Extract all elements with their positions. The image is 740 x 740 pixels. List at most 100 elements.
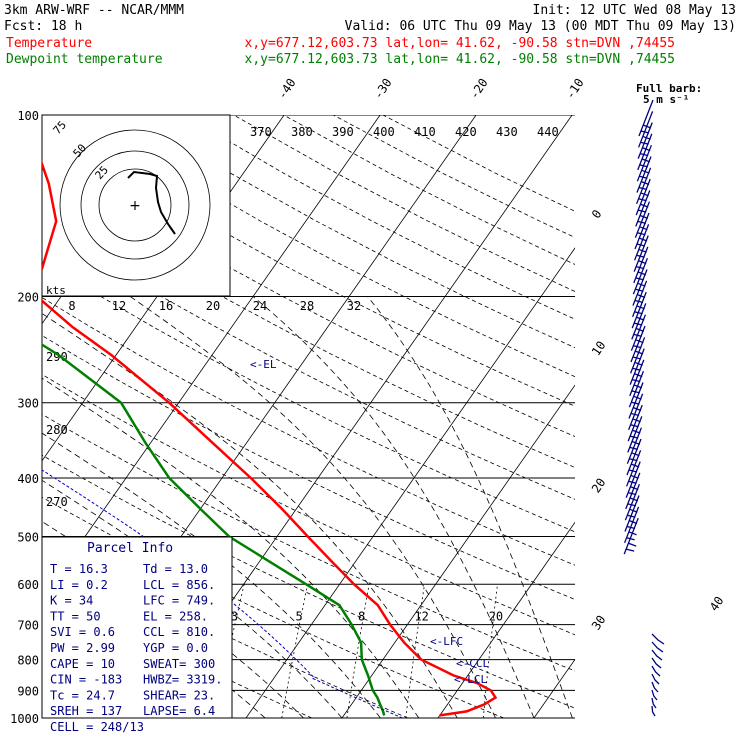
isotherm-label-20: 20 (589, 476, 609, 496)
wind-barb (633, 235, 649, 272)
theta-label-390: 390 (332, 125, 354, 139)
pressure-label-600: 600 (17, 578, 39, 592)
init-time: Init: 12 UTC Wed 08 May 13 (533, 3, 737, 18)
parcel-row-right: SWEAT= 300 (143, 657, 215, 671)
pressure-label-400: 400 (17, 472, 39, 486)
valid-time: Valid: 06 UTC Thu 09 May 13 (00 MDT Thu … (345, 19, 736, 34)
isotherm-line (726, 115, 740, 718)
isotherm-label-40: 40 (707, 594, 727, 614)
hodo-ring-25 (98, 168, 172, 242)
parcel-row-right: LFC = 749. (143, 594, 215, 608)
wind-barb (631, 303, 647, 340)
mixing-ratio-label-12: 12 (414, 610, 428, 624)
theta-label-440: 440 (537, 125, 559, 139)
theta-label-420: 420 (455, 125, 477, 139)
wind-barb (627, 393, 644, 431)
moist-adiabat (42, 479, 343, 718)
parcel-row-right: EL = 258. (143, 609, 208, 623)
wind-barb (634, 212, 650, 250)
parcel-row-left: SREH = 137 (50, 704, 122, 718)
hodo-speed-label-20: 20 (206, 299, 220, 313)
wind-barb (635, 190, 651, 227)
hodo-speed-labels: 8 12 16 20 24 28 32 (68, 299, 361, 313)
theta-label-410: 410 (414, 125, 436, 139)
theta-side-label-270: 270 (46, 495, 68, 509)
parcel-info-title: Parcel Info (87, 541, 173, 556)
wind-barb-low (651, 649, 663, 661)
barb-legend-title: Full barb: (636, 82, 702, 95)
mixing-ratio-label-8: 8 (358, 610, 365, 624)
wind-barb (627, 404, 643, 442)
forecast-hour: Fcst: 18 h (4, 19, 82, 34)
pressure-label-700: 700 (17, 619, 39, 633)
hodo-units-label: kts (46, 284, 66, 297)
wind-barb (624, 495, 640, 532)
theta-side-label-280: 280 (46, 423, 68, 437)
parcel-row-left: CIN = -183 (50, 673, 122, 687)
wind-barb (629, 348, 645, 385)
parcel-row-left: K = 34 (50, 594, 93, 608)
mixing-ratio-line-5 (281, 584, 309, 718)
parcel-row-left: TT = 50 (50, 609, 101, 623)
wind-barb-low (651, 689, 658, 701)
parcel-row-right: YGP = 0.0 (143, 641, 208, 655)
isotherm-line (245, 247, 575, 718)
parcel-row-left: LI = 0.2 (50, 578, 108, 592)
dry-adiabat (183, 115, 575, 320)
pressure-label-100: 100 (17, 109, 39, 123)
wind-barb (625, 461, 641, 498)
pressure-label-900: 900 (17, 684, 39, 698)
wind-barb-low (651, 705, 656, 717)
mixing-ratio-label-20: 20 (489, 610, 503, 624)
dry-adiabat (382, 115, 575, 212)
theta-label-430: 430 (496, 125, 518, 139)
theta-label-400: 400 (373, 125, 395, 139)
ccl-annotation: <-CCL (456, 657, 489, 670)
model-title: 3km ARW-WRF -- NCAR/MMM (4, 3, 184, 18)
isotherm-label--10: -10 (563, 76, 587, 102)
hodograph: 75 50 25 + kts (41, 114, 231, 297)
temperature-legend-info: x,y=677.12,603.73 lat,lon= 41.62, -90.58… (245, 36, 675, 51)
parcel-row-right: CCL = 810. (143, 625, 215, 639)
parcel-row-left: PW = 2.99 (50, 641, 115, 655)
wind-barb (624, 483, 641, 521)
theta-label-370: 370 (250, 125, 272, 139)
dry-adiabat (42, 119, 575, 407)
mixing-ratio-label-5: 5 (295, 610, 302, 624)
wind-barb (636, 144, 653, 182)
wind-barb-low (651, 673, 660, 685)
wind-barb (623, 506, 640, 544)
wind-barb (634, 201, 651, 238)
theta-label-380: 380 (291, 125, 313, 139)
temperature-legend-label: Temperature (6, 36, 92, 51)
hodo-speed-label-32: 32 (347, 299, 361, 313)
isotherm-line (533, 658, 575, 718)
isotherm-line (630, 115, 740, 718)
el-annotation: <-EL (250, 358, 277, 371)
isotherm-line (341, 384, 575, 718)
wind-barb-low (651, 657, 662, 669)
theta-labels: 370 380 390 400 410 420 430 440 290 280 270 (46, 125, 559, 509)
mixing-ratio-line-8 (346, 584, 370, 718)
pressure-label-300: 300 (17, 397, 39, 411)
pressure-label-200: 200 (17, 291, 39, 305)
theta-side-label-290: 290 (46, 350, 68, 364)
wind-barb (633, 224, 650, 261)
isotherm-label-0: 0 (589, 207, 605, 221)
dry-adiabat (333, 115, 575, 238)
hodo-speed-label-24: 24 (253, 299, 267, 313)
hodo-speed-label-28: 28 (300, 299, 314, 313)
dewpoint-legend-label: Dewpoint temperature (6, 52, 163, 67)
mixing-ratio-line-20 (482, 584, 498, 718)
pressure-axis-labels: 100 200 300 400 500 600 700 800 900 1000 (10, 109, 39, 726)
wind-barb (626, 438, 642, 476)
parcel-row-right: LCL = 856. (143, 578, 215, 592)
isotherm-label--40: -40 (275, 76, 299, 102)
wind-barb (631, 291, 647, 329)
mixing-ratio-label-3: 3 (231, 610, 238, 624)
hodo-ring-50 (80, 150, 190, 260)
barb-legend-units: 5 m s⁻¹ (643, 93, 689, 106)
wind-barb (632, 257, 649, 295)
dry-adiabat (42, 152, 575, 437)
